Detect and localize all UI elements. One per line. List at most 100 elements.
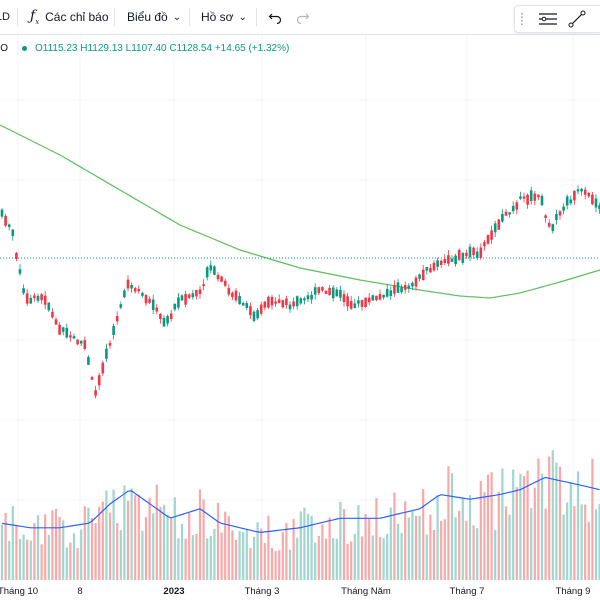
- candle-body: [295, 296, 299, 307]
- volume-bar: [198, 489, 202, 580]
- volume-bar: [328, 517, 331, 580]
- function-icon: ƒx: [30, 8, 40, 26]
- volume-bar: [83, 506, 86, 580]
- candle-body: [90, 377, 94, 380]
- undo-button[interactable]: [268, 0, 282, 34]
- volume-bar: [533, 487, 536, 580]
- candle-body: [562, 206, 565, 211]
- candle-body: [486, 234, 490, 244]
- profile-button[interactable]: Hồ sơ ⌄: [201, 0, 247, 34]
- volume-bar: [339, 501, 342, 580]
- candle-body: [119, 304, 123, 308]
- candle-body: [87, 357, 90, 365]
- volume-bar: [389, 507, 392, 580]
- candle-body: [65, 327, 69, 338]
- volume-bar: [54, 508, 58, 580]
- candle-body: [108, 343, 112, 346]
- chart-type-button[interactable]: Biểu đồ ⌄: [127, 0, 181, 34]
- volume-bar: [119, 530, 122, 580]
- candle-body: [112, 326, 115, 335]
- candle-body: [162, 318, 166, 327]
- volume-bar: [598, 504, 600, 580]
- redo-button[interactable]: [296, 0, 310, 34]
- candle-body: [465, 252, 468, 257]
- candle-body: [454, 255, 457, 265]
- volume-bar: [76, 548, 79, 580]
- trend-line-tool-icon[interactable]: [567, 9, 587, 34]
- candle-body: [436, 260, 439, 267]
- volume-bar: [134, 495, 137, 580]
- volume-bar: [314, 542, 317, 580]
- volume-bar: [332, 538, 335, 580]
- candle-body: [317, 287, 321, 294]
- candle-body: [364, 297, 367, 307]
- volume-bar: [371, 535, 374, 580]
- candle-body: [580, 188, 583, 192]
- candle-body: [58, 324, 61, 335]
- volume-bar: [472, 525, 475, 580]
- volume-bar: [508, 514, 511, 580]
- candle-body: [461, 252, 465, 263]
- candle-body: [51, 311, 54, 318]
- volume-bar: [126, 500, 130, 580]
- volume-bar: [137, 494, 140, 580]
- volume-bar: [436, 495, 439, 580]
- candle-body: [220, 276, 223, 282]
- candle-body: [83, 340, 87, 349]
- candle-body: [166, 316, 169, 324]
- drawing-tools-panel: [514, 5, 600, 33]
- drag-handle-icon[interactable]: [520, 12, 524, 26]
- volume-bar: [407, 517, 410, 580]
- volume-bar: [105, 490, 108, 580]
- volume-bar: [155, 484, 158, 580]
- volume-bar: [152, 513, 155, 580]
- chevron-down-icon: ⌄: [172, 11, 182, 23]
- volume-bar: [584, 504, 587, 580]
- interval-button[interactable]: 1D: [0, 0, 10, 34]
- candle-body: [382, 294, 385, 298]
- volume-bar: [346, 544, 349, 580]
- volume-bar: [267, 515, 270, 580]
- profile-label: Hồ sơ: [201, 10, 234, 24]
- volume-bar: [22, 534, 25, 580]
- volume-bar: [191, 535, 194, 580]
- volume-bars: [0, 450, 600, 580]
- volume-bar: [4, 512, 7, 580]
- candle-body: [447, 255, 450, 264]
- candle-body: [47, 302, 51, 311]
- candle-body: [587, 193, 591, 197]
- candle-body: [303, 298, 306, 301]
- volume-bar: [44, 514, 47, 580]
- volume-bar: [94, 523, 97, 580]
- candle-body: [7, 224, 11, 228]
- volume-bar: [411, 510, 414, 580]
- candle-body: [130, 284, 133, 289]
- volume-bar: [404, 501, 407, 580]
- candle-body: [522, 196, 526, 199]
- volume-bar: [303, 507, 306, 580]
- volume-bar: [414, 515, 418, 580]
- candle-body: [213, 266, 216, 275]
- volume-bar: [40, 544, 43, 580]
- candle-body: [328, 287, 331, 296]
- volume-bar: [101, 501, 104, 580]
- volume-bar: [357, 505, 360, 580]
- candle-body: [173, 303, 177, 310]
- volume-bar: [8, 540, 11, 580]
- horizontal-lines-tool-icon[interactable]: [538, 9, 558, 34]
- candle-body: [202, 284, 205, 287]
- volume-bar: [58, 517, 61, 580]
- candle-body: [195, 290, 198, 297]
- candle-body: [11, 229, 15, 236]
- volume-bar: [429, 514, 432, 580]
- candle-body: [252, 311, 256, 321]
- candle-body: [349, 301, 353, 309]
- x-axis-label: 8: [77, 586, 83, 597]
- volume-bar: [90, 518, 94, 580]
- volume-bar: [51, 510, 54, 580]
- candle-body: [61, 327, 65, 332]
- candle-body: [270, 296, 274, 306]
- candle-body: [389, 290, 393, 297]
- indicators-button[interactable]: ƒx Các chỉ báo: [30, 0, 109, 34]
